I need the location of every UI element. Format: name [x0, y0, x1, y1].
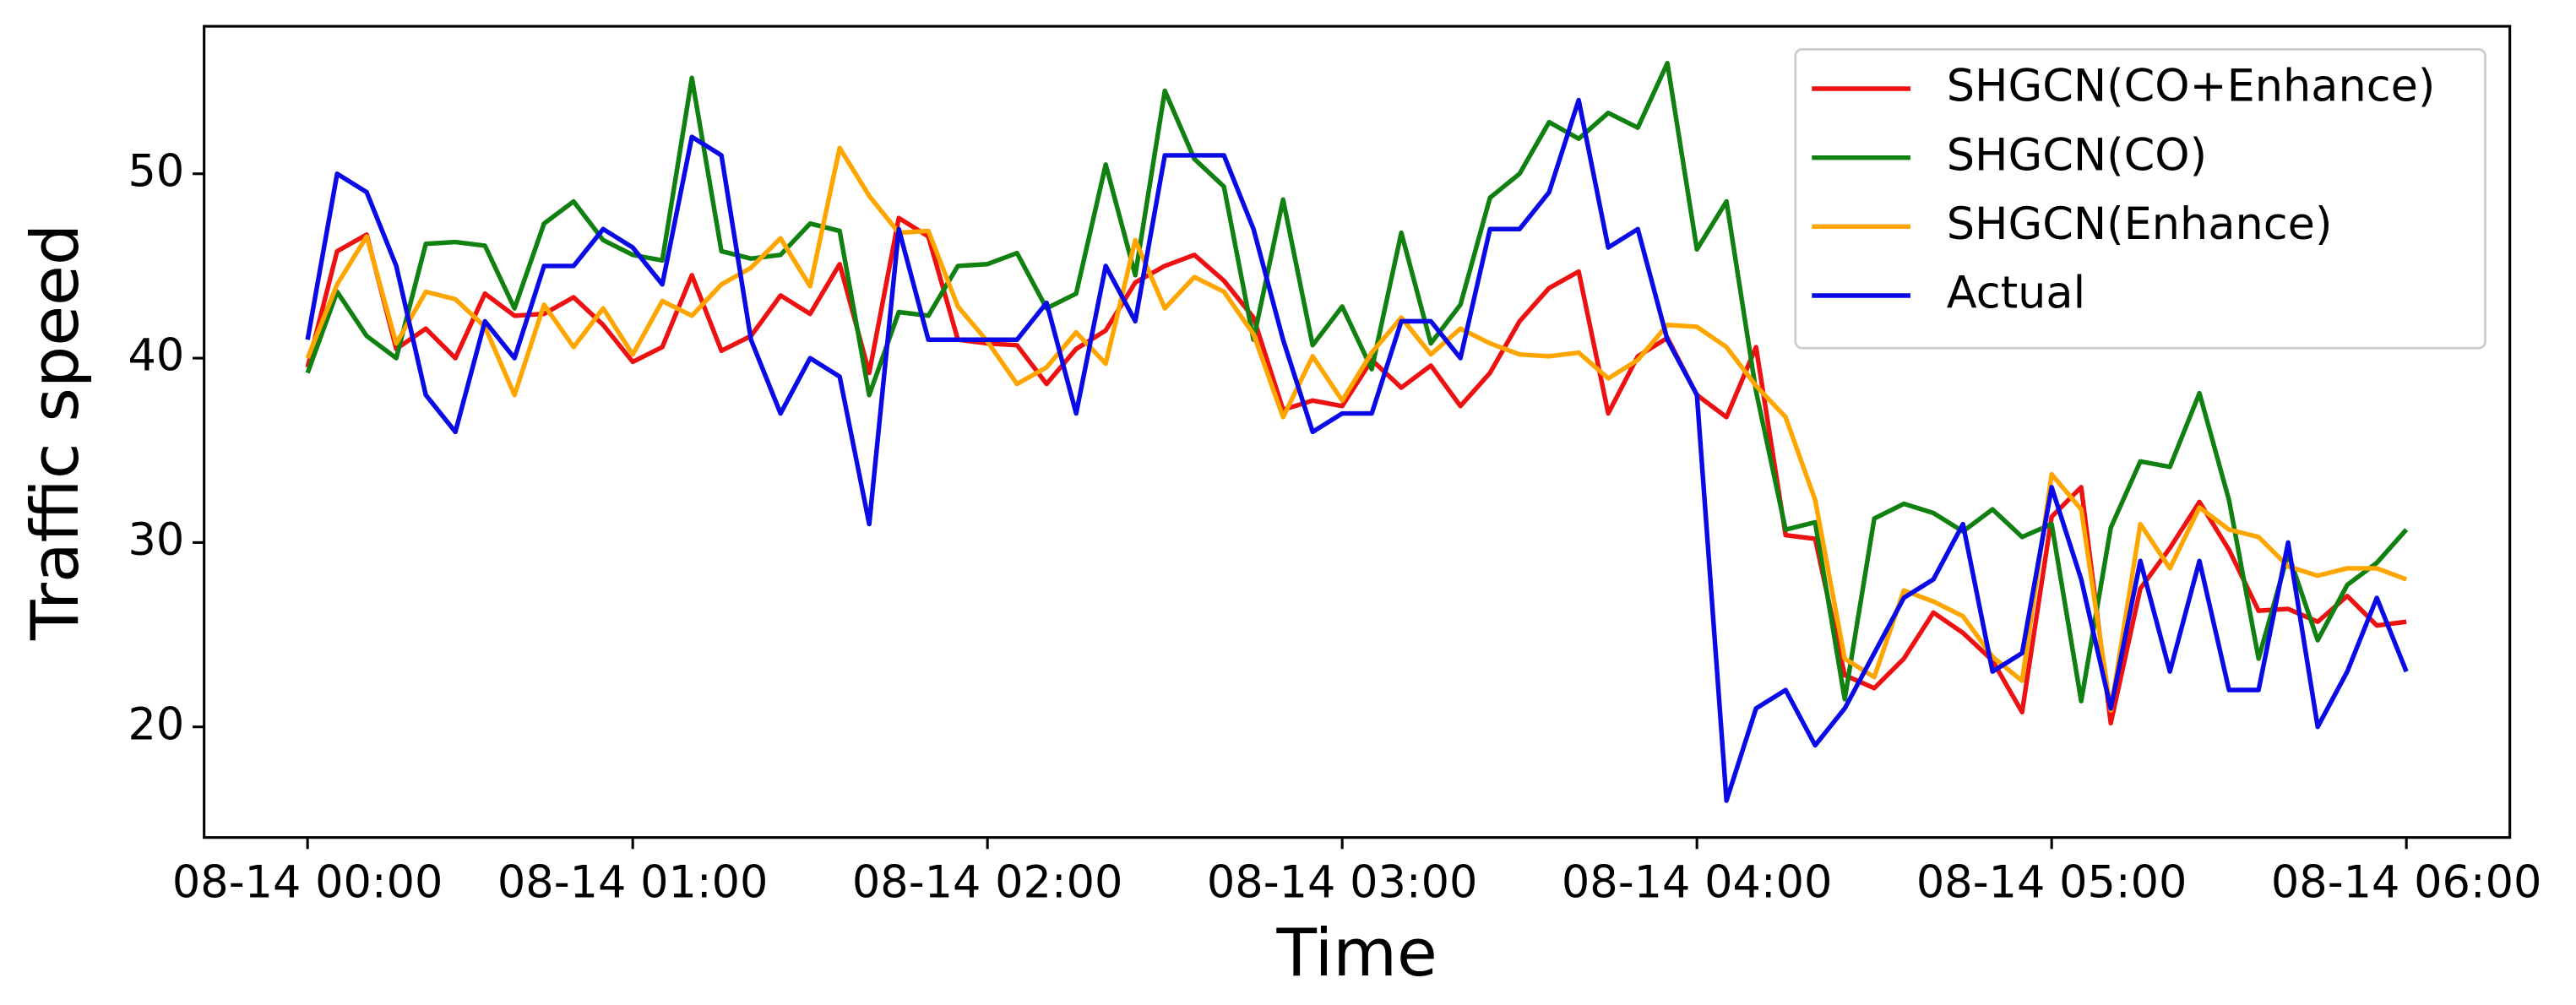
series-line — [305, 215, 2407, 726]
y-axis-title: Traffic speed — [18, 224, 94, 641]
legend-box — [1794, 47, 2486, 350]
x-tick-label: 08-14 02:00 — [852, 857, 1123, 909]
x-tick-label: 08-14 00:00 — [172, 857, 443, 909]
x-tick-label: 08-14 05:00 — [1916, 857, 2187, 909]
x-tick-label: 08-14 04:00 — [1562, 857, 1833, 909]
legend-label: SHGCN(CO) — [1947, 129, 2207, 181]
x-axis-title: Time — [1276, 915, 1437, 991]
x-tick-label: 08-14 03:00 — [1207, 857, 1478, 909]
y-tick-label: 20 — [128, 698, 185, 750]
legend-label: SHGCN(CO+Enhance) — [1947, 61, 2436, 112]
series-line — [305, 61, 2409, 704]
y-tick-label: 50 — [128, 145, 185, 197]
legend-label: Actual — [1947, 268, 2085, 319]
series-line — [305, 97, 2409, 803]
y-tick-label: 40 — [128, 330, 185, 382]
series-line — [305, 145, 2408, 713]
plot-frame — [203, 24, 2512, 839]
y-tick-label: 30 — [128, 514, 185, 566]
x-tick-label: 08-14 01:00 — [497, 857, 769, 909]
legend-label: SHGCN(Enhance) — [1947, 198, 2333, 250]
x-tick-label: 08-14 06:00 — [2271, 857, 2542, 909]
